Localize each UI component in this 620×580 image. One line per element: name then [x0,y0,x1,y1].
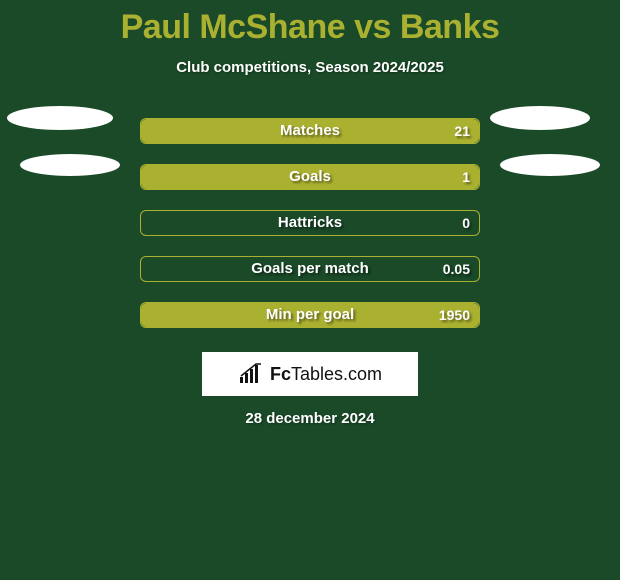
comparison-infographic: Paul McShane vs Banks Club competitions,… [0,0,620,580]
stat-bar [140,210,480,236]
brand-prefix: Fc [270,364,291,384]
player-right-ellipse [500,154,600,176]
brand-badge: FcTables.com [202,352,418,396]
stat-bar [140,118,480,144]
brand-main: Tables [291,364,343,384]
date-label: 28 december 2024 [0,410,620,427]
stat-row: Goals1 [0,164,620,210]
player-left-ellipse [7,106,113,130]
player-left-ellipse [20,154,120,176]
stat-bar-fill [141,119,479,143]
stat-bar [140,256,480,282]
brand-text: FcTables.com [270,364,382,385]
player-right-ellipse [490,106,590,130]
page-subtitle: Club competitions, Season 2024/2025 [0,59,620,76]
stat-bar-fill [141,303,479,327]
stat-row: Hattricks0 [0,210,620,256]
stat-bar [140,164,480,190]
page-title: Paul McShane vs Banks [0,0,620,47]
stat-rows: Matches21Goals1Hattricks0Goals per match… [0,118,620,348]
brand-suffix: .com [343,364,382,384]
stat-row: Min per goal1950 [0,302,620,348]
stat-row: Goals per match0.05 [0,256,620,302]
chart-icon [238,363,264,385]
stat-bar-fill [141,165,479,189]
stat-bar [140,302,480,328]
